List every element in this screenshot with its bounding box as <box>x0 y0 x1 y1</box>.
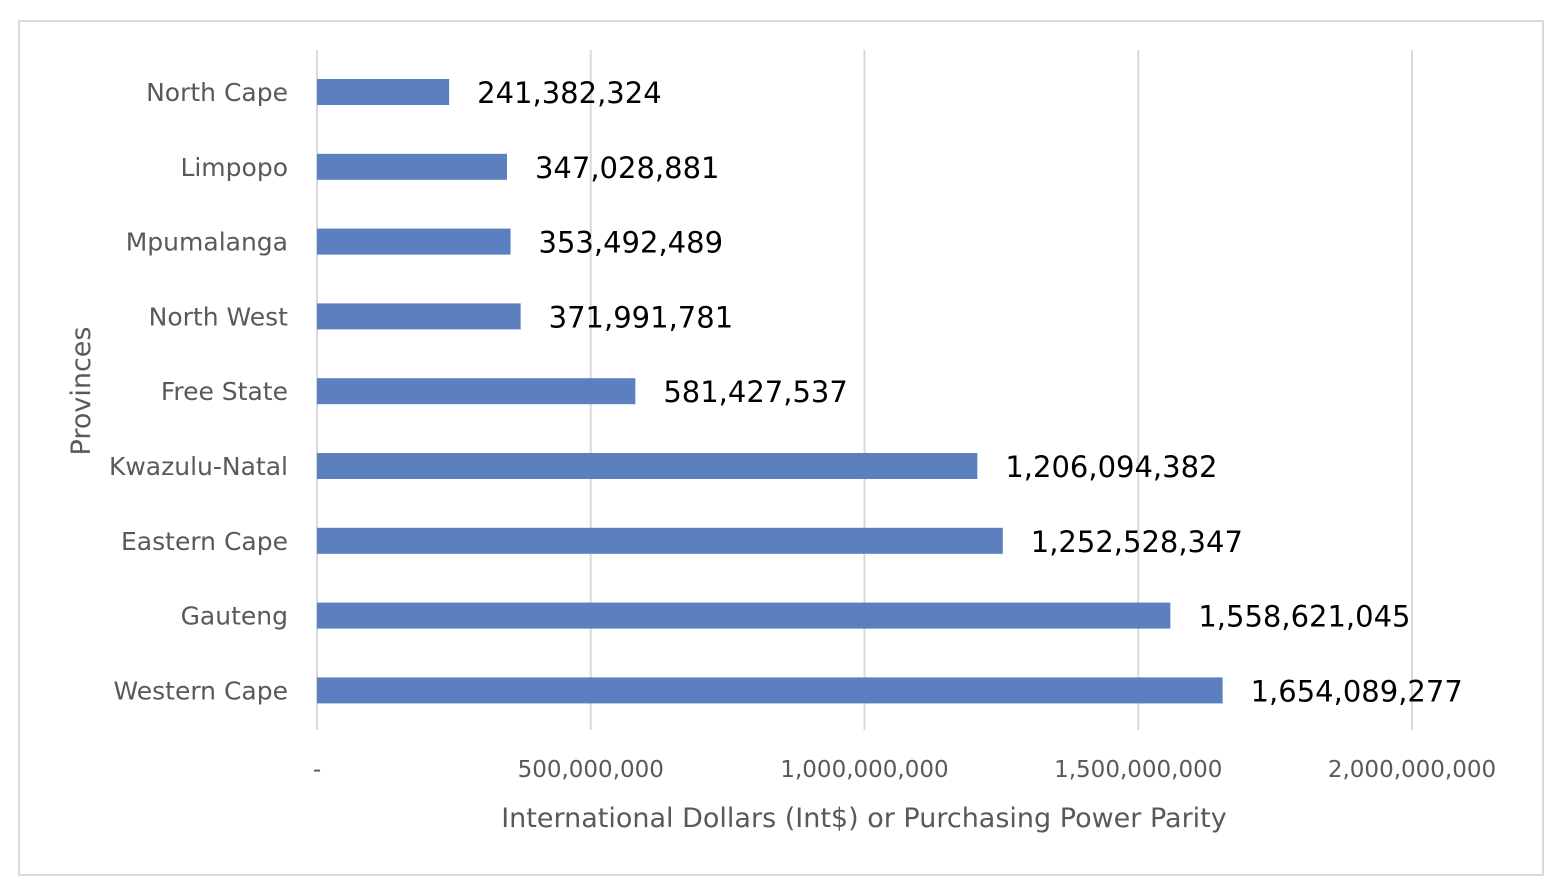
bars <box>317 79 1223 704</box>
x-tick-label: 500,000,000 <box>518 757 664 783</box>
x-tick-label: - <box>313 757 321 783</box>
category-label: North Cape <box>146 78 288 107</box>
category-label: Limpopo <box>180 153 288 182</box>
category-label: Free State <box>161 377 288 406</box>
x-axis-title: International Dollars (Int$) or Purchasi… <box>501 803 1227 834</box>
data-label: 1,206,094,382 <box>1005 450 1217 484</box>
data-label: 1,558,621,045 <box>1198 600 1410 634</box>
data-label: 581,427,537 <box>663 375 848 409</box>
x-tick-label: 1,000,000,000 <box>780 757 948 783</box>
bar <box>317 153 507 180</box>
bar <box>317 527 1003 554</box>
bar <box>317 378 636 405</box>
bar <box>317 303 521 330</box>
x-tick-label: 2,000,000,000 <box>1328 757 1496 783</box>
category-label: Mpumalanga <box>126 228 288 257</box>
chart-frame <box>18 20 1544 876</box>
category-label: Kwazulu-Natal <box>109 452 288 481</box>
bar <box>317 228 511 255</box>
category-label: North West <box>149 302 289 331</box>
y-axis-title: Provinces <box>66 327 97 456</box>
data-label: 1,252,528,347 <box>1031 525 1243 559</box>
bar <box>317 453 978 479</box>
category-label: Western Cape <box>114 676 289 705</box>
category-label: Eastern Cape <box>121 527 288 556</box>
bar <box>317 677 1223 704</box>
x-tick-label: 1,500,000,000 <box>1054 757 1222 783</box>
data-label: 371,991,781 <box>549 300 734 334</box>
category-label: Gauteng <box>181 602 288 631</box>
labels: - 500,000,000 1,000,000,000 1,500,000,000 2,… <box>109 76 1496 783</box>
bar <box>317 79 450 105</box>
data-label: 347,028,881 <box>535 151 720 185</box>
data-label: 241,382,324 <box>477 76 662 110</box>
bar <box>317 602 1171 629</box>
data-label: 353,492,489 <box>539 226 724 260</box>
data-label: 1,654,089,277 <box>1251 674 1463 708</box>
